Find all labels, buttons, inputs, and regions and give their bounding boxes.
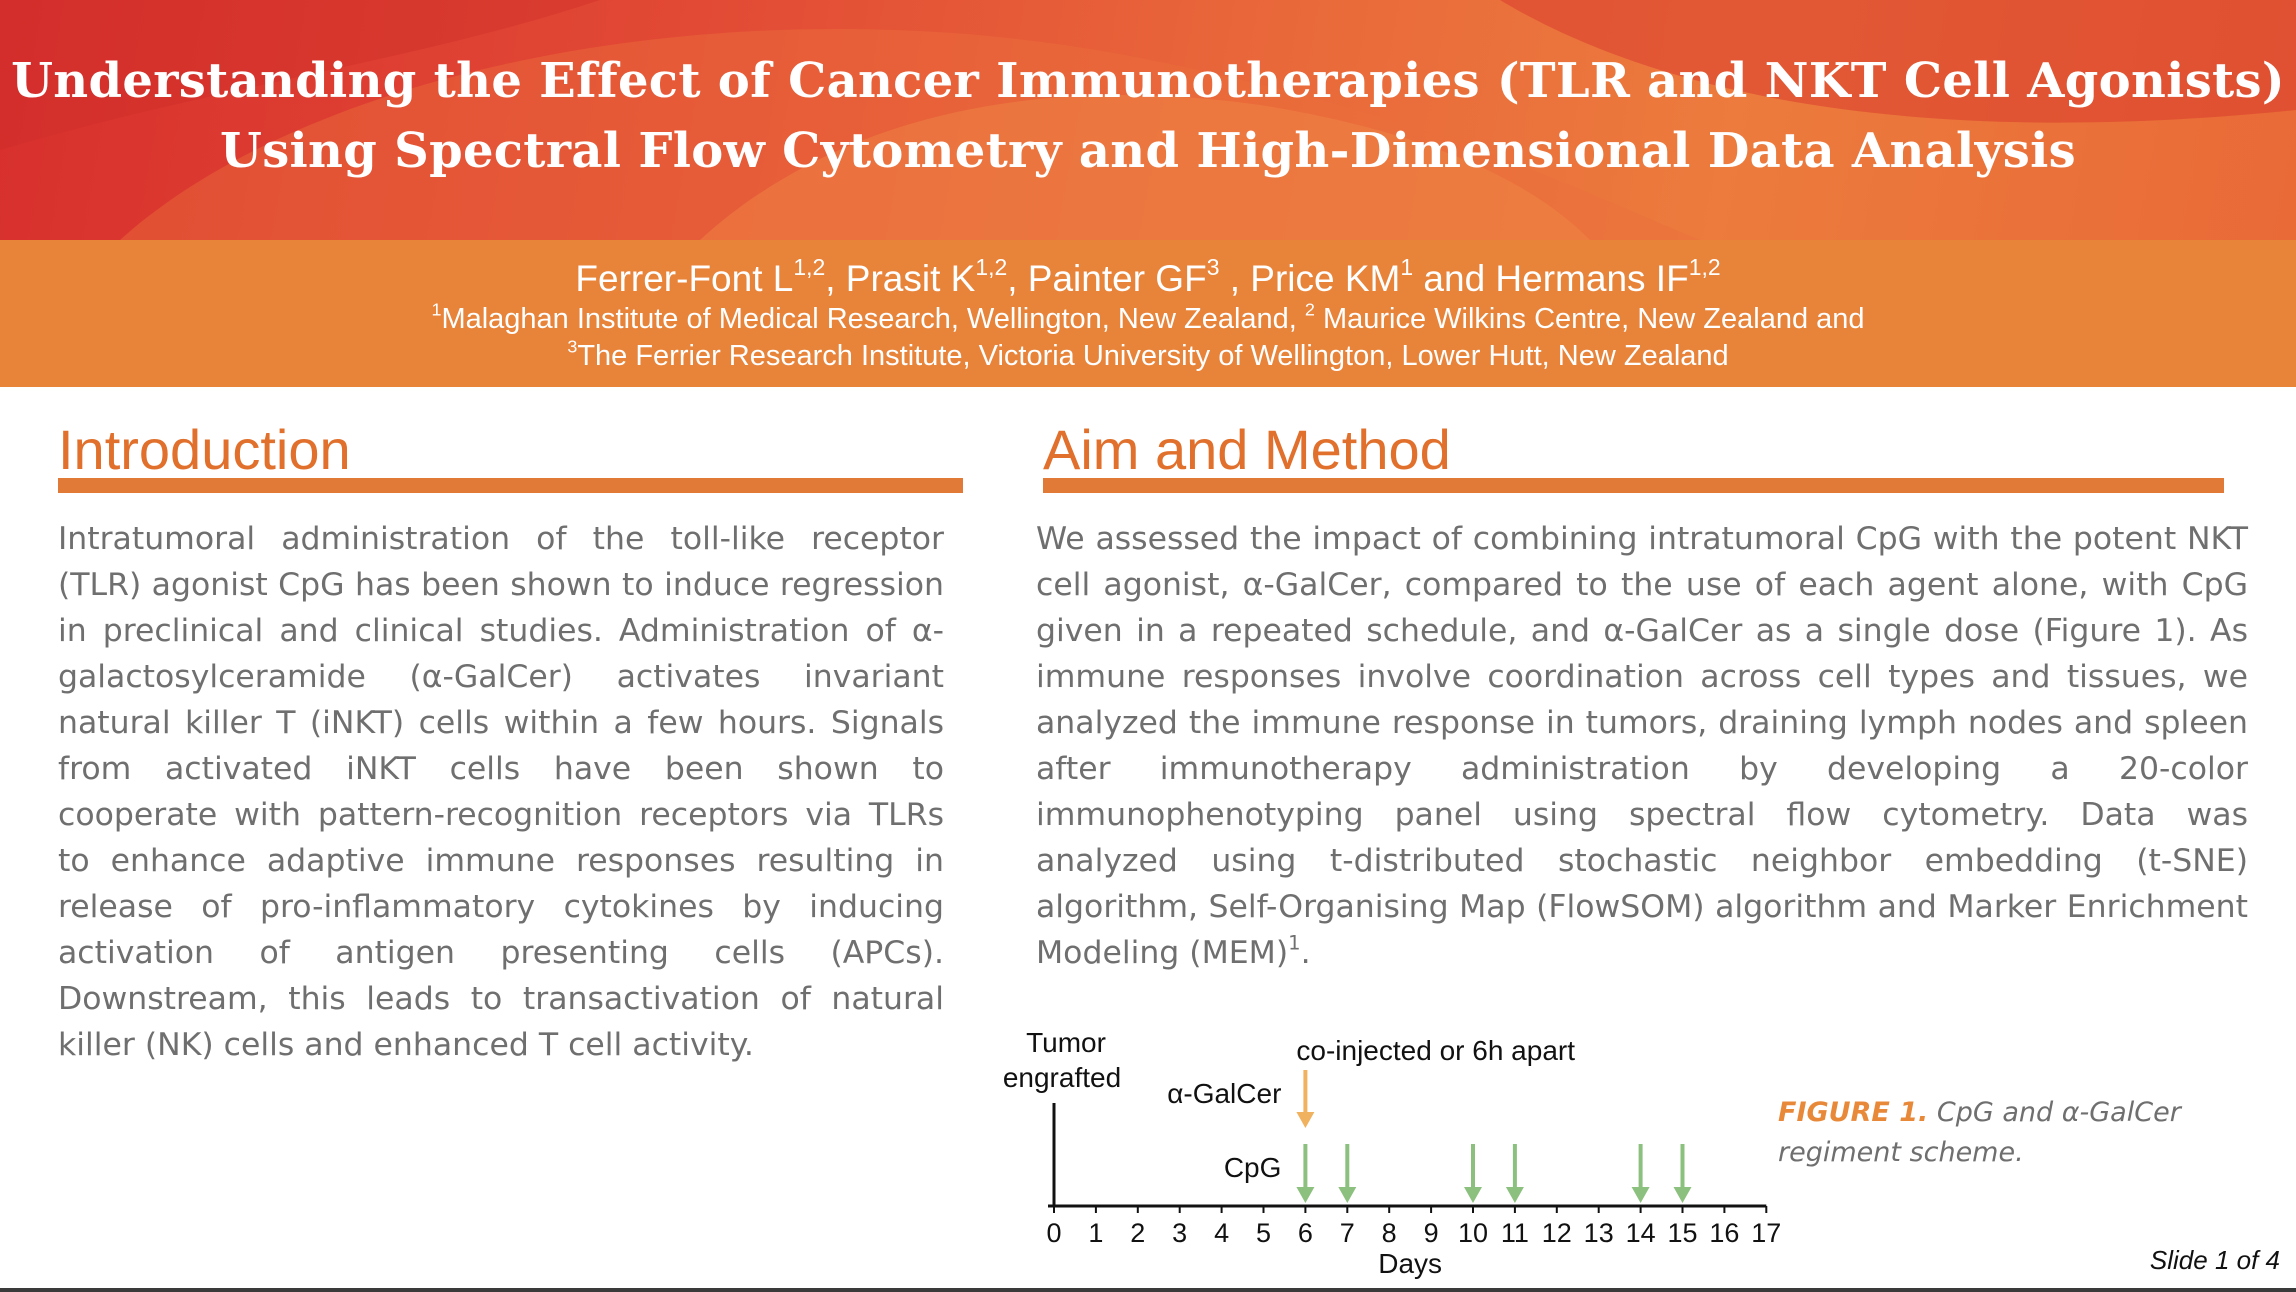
introduction-body: Intratumoral administration of the toll-…: [58, 521, 944, 1063]
aim-method-rule: [1043, 478, 2224, 493]
author-affiliation-mark: 1,2: [975, 253, 1008, 280]
co-injection-annotation: co-injected or 6h apart: [1296, 1035, 1575, 1066]
x-tick-label: 9: [1424, 1218, 1439, 1248]
bottom-border: [0, 1288, 2296, 1292]
author-affiliation-mark: 1,2: [1688, 253, 1721, 280]
affiliation-text: The Ferrier Research Institute, Victoria…: [577, 340, 1729, 372]
x-tick-label: 7: [1340, 1218, 1355, 1248]
figure-caption: FIGURE 1. CpG and α-GalCer regiment sche…: [1778, 1093, 2238, 1173]
cpg-arrow-head: [1673, 1187, 1692, 1203]
alpha-galcer-series-label: α-GalCer: [1167, 1078, 1281, 1109]
author-name: , Prasit K: [825, 258, 976, 299]
aim-method-text: We assessed the impact of combining intr…: [1036, 521, 2248, 971]
affiliation-line-1: 1Malaghan Institute of Medical Research,…: [0, 299, 2296, 337]
aim-method-end: .: [1300, 935, 1311, 971]
x-axis-label: Days: [1378, 1248, 1442, 1279]
affiliation-mark: 2: [1304, 299, 1315, 320]
author-name: , Painter GF: [1007, 258, 1207, 299]
tumor-engrafted-label-line-1: Tumor: [1026, 1027, 1106, 1058]
x-tick-label: 8: [1382, 1218, 1397, 1248]
affiliation-mark: 1: [431, 299, 442, 320]
cpg-arrow-head: [1464, 1187, 1482, 1203]
x-tick-label: 5: [1256, 1218, 1271, 1248]
x-tick-label: 2: [1130, 1218, 1145, 1248]
title-line-2: Using Spectral Flow Cytometry and High-D…: [220, 123, 2076, 179]
x-tick-label: 13: [1584, 1218, 1614, 1248]
tumor-engrafted-label-line-2: engrafted: [1003, 1062, 1121, 1093]
figure-caption-text: CpG and α-GalCer regiment scheme.: [1778, 1097, 2181, 1168]
affiliation-text: Malaghan Institute of Medical Research, …: [441, 303, 1305, 335]
x-tick-label: 17: [1751, 1218, 1781, 1248]
x-tick-label: 3: [1172, 1218, 1187, 1248]
aim-method-body: We assessed the impact of combining intr…: [1036, 516, 2248, 976]
alpha-galcer-arrow-head: [1296, 1112, 1315, 1128]
x-tick-label: 12: [1542, 1218, 1572, 1248]
slide-number: Slide 1 of 4: [2149, 1245, 2280, 1275]
affiliation-mark: 3: [567, 336, 578, 357]
x-tick-label: 0: [1046, 1218, 1061, 1248]
cpg-series-label: CpG: [1224, 1152, 1282, 1183]
author-affiliation-mark: 1,2: [793, 253, 826, 280]
authors-line: Ferrer-Font L1,2, Prasit K1,2, Painter G…: [0, 253, 2296, 305]
x-tick-label: 1: [1088, 1218, 1103, 1248]
banner-swirl-decoration: [0, 0, 2296, 240]
affiliation-line-2: 3The Ferrier Research Institute, Victori…: [0, 336, 2296, 374]
cpg-arrow-head: [1505, 1187, 1524, 1203]
x-tick-label: 4: [1214, 1218, 1229, 1248]
title-line-1: Understanding the Effect of Cancer Immun…: [11, 53, 2285, 109]
figure-label: FIGURE 1.: [1778, 1097, 1929, 1128]
author-affiliation-mark: 1: [1400, 253, 1414, 280]
x-tick-label: 15: [1667, 1218, 1697, 1248]
title-banner: [0, 0, 2296, 240]
author-name: , Price KM: [1219, 258, 1401, 299]
reference-mark: 1: [1288, 931, 1301, 955]
poster-title: Understanding the Effect of Cancer Immun…: [0, 46, 2296, 186]
cpg-arrow-head: [1296, 1187, 1315, 1203]
author-name: and Hermans IF: [1413, 258, 1689, 299]
x-tick-label: 11: [1501, 1218, 1529, 1248]
author-name: Ferrer-Font L: [575, 258, 794, 299]
author-affiliation-mark: 3: [1206, 253, 1220, 280]
aim-method-heading: Aim and Method: [1043, 418, 1451, 481]
affiliation-text: Maurice Wilkins Centre, New Zealand and: [1314, 303, 1865, 335]
x-tick-label: 16: [1709, 1218, 1739, 1248]
cpg-arrow-head: [1338, 1187, 1357, 1203]
x-tick-label: 10: [1458, 1218, 1488, 1248]
introduction-heading: Introduction: [58, 418, 351, 481]
authors-band: [0, 240, 2296, 387]
x-tick-label: 14: [1626, 1218, 1656, 1248]
cpg-arrow-head: [1631, 1187, 1650, 1203]
x-tick-label: 6: [1298, 1218, 1313, 1248]
introduction-rule: [58, 478, 963, 493]
